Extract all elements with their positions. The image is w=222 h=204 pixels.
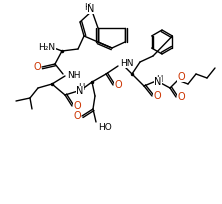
- Text: HN: HN: [120, 59, 133, 68]
- Text: O: O: [177, 92, 185, 102]
- Text: O: O: [73, 101, 81, 111]
- Text: NH: NH: [67, 71, 81, 80]
- Text: N: N: [154, 77, 162, 87]
- Text: H: H: [84, 3, 90, 12]
- Text: H: H: [78, 83, 84, 92]
- Text: N: N: [87, 4, 95, 14]
- Text: O: O: [33, 62, 41, 72]
- Text: O: O: [73, 111, 81, 121]
- Text: H: H: [156, 74, 162, 83]
- Text: O: O: [153, 91, 161, 101]
- Text: H₂N: H₂N: [38, 42, 56, 51]
- Text: HO: HO: [98, 123, 112, 133]
- Text: N: N: [76, 86, 84, 96]
- Text: O: O: [114, 80, 122, 90]
- Text: O: O: [177, 72, 185, 82]
